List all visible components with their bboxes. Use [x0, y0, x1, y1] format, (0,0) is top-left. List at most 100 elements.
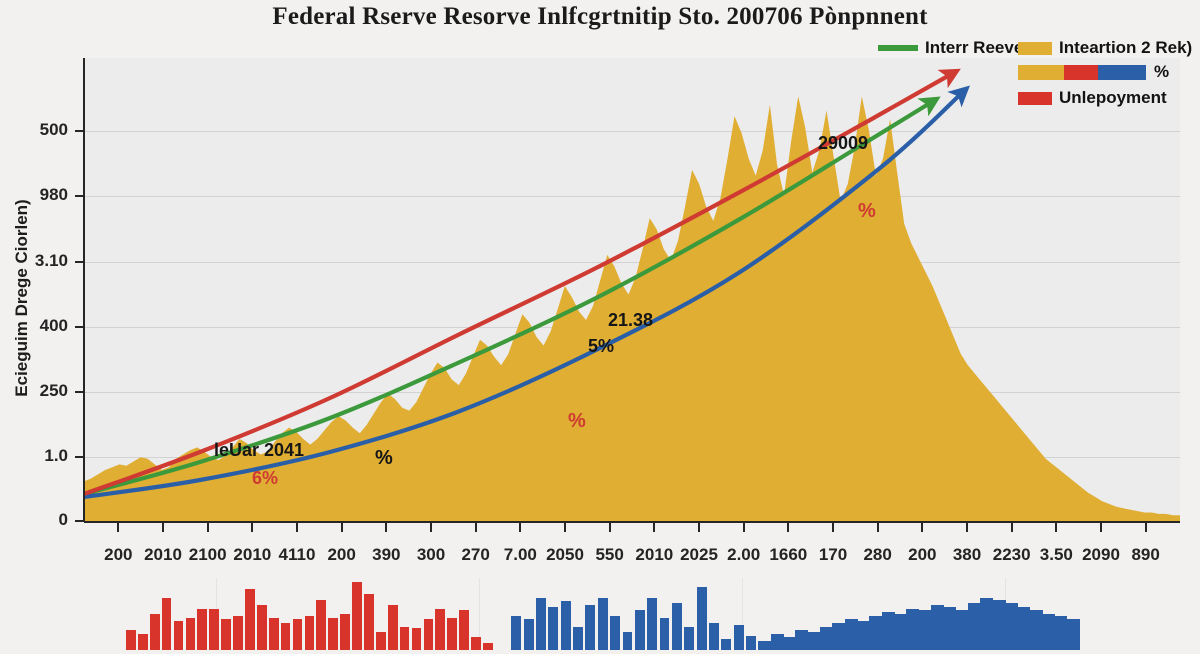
bar-panel-gridline	[741, 578, 743, 650]
bar-blue	[992, 599, 1006, 650]
bar-blue	[548, 606, 559, 650]
legend-item[interactable]: Unlepoyment	[1018, 88, 1167, 108]
bar-blue	[770, 633, 784, 650]
chart-title: Federal Rserve Resorve Inlfcgrtnitip Sto…	[272, 3, 928, 30]
x-tick-mark	[608, 523, 611, 532]
bar-blue	[622, 632, 633, 650]
plot-area	[84, 58, 1180, 521]
x-tick-label: 2010	[635, 545, 674, 564]
x-tick-mark	[921, 523, 924, 532]
bar-blue	[832, 623, 846, 650]
x-tick-mark	[1055, 523, 1058, 532]
area-series-inflation	[84, 96, 1180, 521]
bar-blue	[881, 612, 895, 650]
x-tick-label: 2010	[233, 545, 272, 564]
y-tick-mark	[75, 456, 84, 458]
legend-label: Unlepoyment	[1059, 88, 1167, 107]
x-tick-label: 1660	[769, 545, 808, 564]
legend-item[interactable]: Inteartion 2 Rek)	[1018, 38, 1192, 58]
x-tick-mark	[1144, 523, 1147, 532]
bar-red	[435, 608, 446, 650]
x-tick-label: 200	[104, 545, 133, 564]
x-tick-mark	[876, 523, 879, 532]
bar-red	[304, 615, 315, 650]
bar-blue	[671, 603, 682, 650]
bar-red	[233, 615, 243, 650]
plot-inner	[84, 58, 1180, 521]
x-tick-mark	[1010, 523, 1013, 532]
bottom-bar-panel	[84, 578, 1180, 650]
bar-blue	[696, 587, 707, 650]
bar-red	[471, 637, 481, 650]
bar-red	[149, 614, 160, 650]
x-tick-label: 300	[416, 545, 446, 564]
bar-blue	[511, 615, 522, 650]
bar-red	[173, 621, 184, 650]
chart-annotation: leUar 2041	[214, 440, 305, 460]
bar-red	[161, 597, 172, 650]
bar-blue	[634, 610, 645, 650]
gridline	[84, 196, 1180, 197]
x-tick-label: 200	[908, 545, 937, 564]
x-tick-label: 2010	[144, 545, 182, 564]
x-tick-mark	[966, 523, 968, 532]
bar-red	[316, 599, 327, 650]
bar-blue	[819, 626, 833, 650]
legend-line-swatch	[878, 45, 918, 51]
bar-blue	[955, 610, 969, 650]
x-tick-mark	[519, 523, 522, 532]
x-tick-label: 170	[818, 545, 848, 564]
bar-red	[245, 588, 255, 650]
x-tick-mark	[742, 523, 745, 532]
chart-annotation: 29009	[818, 133, 869, 153]
y-tick-label: 3.10	[34, 251, 68, 270]
bar-blue	[536, 597, 547, 650]
bar-red	[328, 617, 339, 650]
legend-label: %	[1154, 62, 1170, 81]
y-tick-label: 250	[39, 381, 68, 400]
bar-blue	[1017, 606, 1031, 650]
legend-swatch-segment	[1064, 64, 1098, 80]
x-tick-label: 390	[372, 545, 401, 564]
x-tick-label: 3.50	[1039, 545, 1073, 564]
chart-annotation: %	[858, 200, 876, 222]
legend-tricolor-swatch	[1018, 64, 1146, 80]
bar-red	[256, 605, 267, 650]
bar-blue	[684, 626, 695, 650]
bar-red	[364, 594, 374, 650]
line-series-interest-rate	[84, 96, 941, 497]
bar-blue	[1005, 603, 1019, 650]
x-tick-label: 270	[461, 545, 490, 564]
chart-annotation: 5%	[588, 336, 615, 356]
x-tick-label: 7.00	[503, 545, 537, 564]
y-tick-mark	[75, 391, 84, 393]
legend-label: Inteartion 2 Rek)	[1059, 38, 1193, 57]
chart-svg	[84, 68, 1180, 521]
x-tick-mark	[251, 523, 254, 532]
legend-item[interactable]: Interr Reeve	[878, 38, 1023, 58]
bar-blue	[659, 617, 670, 650]
bar-blue	[807, 632, 821, 650]
x-tick-label: 2100	[188, 545, 227, 564]
bar-blue	[597, 597, 608, 650]
y-tick-mark	[75, 195, 84, 197]
x-tick-mark	[787, 523, 790, 532]
x-tick-mark	[296, 523, 298, 532]
bar-blue	[745, 635, 756, 650]
bar-red	[221, 619, 231, 650]
x-axis-line	[84, 521, 1180, 523]
x-tick-mark	[117, 523, 120, 532]
bar-blue	[844, 619, 858, 650]
x-tick-mark	[385, 523, 388, 532]
bar-blue	[894, 614, 907, 650]
chart-annotation: 6%	[252, 468, 279, 488]
legend-label: Interr Reeve	[925, 38, 1024, 57]
bar-red	[280, 623, 291, 650]
chart-legend: Interr Reeve Inteartion 2 Rek)% Unlepoymen…	[878, 38, 1196, 114]
y-tick-label: 500	[39, 120, 68, 139]
legend-color-swatch	[1018, 91, 1052, 105]
legend-item[interactable]: %	[1018, 62, 1169, 82]
bar-blue	[931, 605, 944, 650]
bar-blue	[1029, 610, 1043, 650]
